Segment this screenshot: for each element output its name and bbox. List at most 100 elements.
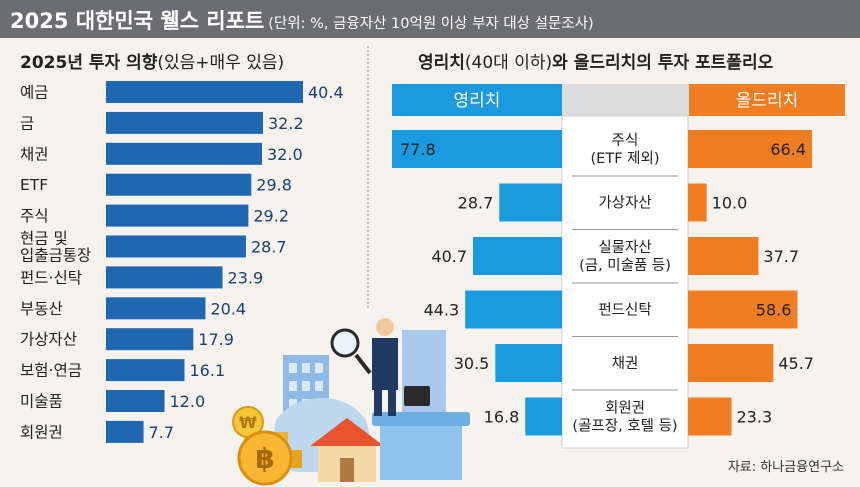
person-body — [372, 338, 398, 390]
bar-6 — [106, 266, 223, 289]
bar-7 — [106, 297, 206, 320]
young-bar-3 — [465, 290, 562, 329]
report-title: 2025 대한민국 웰스 리포트 (단위: %, 금융자산 10억원 이상 부자 … — [10, 5, 594, 35]
young-value-1: 28.7 — [458, 194, 494, 213]
briefcase-icon — [404, 386, 430, 406]
old-value-0: 66.4 — [770, 140, 806, 159]
bar-10 — [106, 390, 165, 412]
old-bar-0 — [688, 130, 812, 168]
center-category-1: 가상자산 — [598, 195, 651, 212]
bar-4 — [106, 204, 249, 227]
person-leg — [374, 388, 382, 416]
magnifier-icon — [330, 328, 360, 358]
bar-3 — [106, 173, 252, 196]
section-divider — [367, 46, 369, 308]
old-value-5: 23.3 — [737, 408, 773, 427]
pedestal-top — [372, 412, 470, 426]
value-label-10: 12.0 — [170, 392, 206, 411]
young-header-label: 영리치 — [454, 91, 501, 111]
old-value-4: 45.7 — [778, 354, 814, 373]
old-bar-2 — [688, 237, 759, 275]
category-label-11: 회원권 — [20, 423, 63, 441]
value-label-5: 28.7 — [251, 238, 287, 257]
house-door — [340, 458, 354, 482]
value-label-4: 29.2 — [253, 207, 289, 226]
header-bar: 2025 대한민국 웰스 리포트 (단위: %, 금융자산 10억원 이상 부자 … — [0, 0, 860, 38]
old-bar-5 — [688, 397, 732, 436]
right-title-young: 영리치 — [418, 53, 465, 73]
center-category-3: 펀드신탁 — [598, 302, 651, 319]
category-label-3: ETF — [20, 176, 48, 194]
young-value-5: 16.8 — [484, 408, 520, 427]
category-label-8: 가상자산 — [20, 331, 77, 349]
value-label-8: 17.9 — [198, 330, 234, 349]
young-value-0: 77.8 — [400, 140, 436, 159]
young-value-2: 40.7 — [431, 247, 467, 266]
report-title-text: 2025 대한민국 웰스 리포트 — [10, 9, 265, 33]
bar-5 — [106, 235, 246, 258]
bar-8 — [106, 328, 194, 351]
young-bar-4 — [495, 344, 562, 382]
young-header-bg — [392, 84, 562, 116]
center-category-0: (ETF 제외) — [591, 150, 660, 167]
bitcoin-icon — [237, 430, 293, 486]
building-window — [289, 381, 297, 391]
report-subtitle: (단위: %, 금융자산 10억원 이상 부자 대상 설문조사) — [268, 16, 594, 32]
left-title-note: (있음+매우 있음) — [157, 53, 285, 73]
building-window — [302, 363, 310, 373]
category-label-10: 미술품 — [20, 393, 63, 411]
old-bar-1 — [688, 183, 707, 222]
old-bar-3 — [688, 290, 798, 329]
center-category-5: 회원권 — [605, 400, 645, 417]
value-label-6: 23.9 — [228, 268, 264, 287]
old-header-label: 올드리치 — [736, 91, 799, 111]
building-right — [402, 330, 446, 420]
building-window — [315, 363, 323, 373]
young-bar-1 — [499, 183, 562, 222]
right-chart-title: 영리치(40대 이하)와 올드리치의 투자 포트폴리오 — [418, 48, 773, 73]
value-label-11: 7.7 — [149, 423, 174, 442]
value-label-9: 16.1 — [190, 361, 226, 380]
value-label-1: 32.2 — [268, 114, 304, 133]
old-value-1: 10.0 — [712, 194, 748, 213]
category-label-1: 금 — [20, 114, 34, 132]
value-label-0: 40.4 — [308, 83, 344, 102]
magnifier-handle — [354, 353, 372, 375]
center-category-4: 채권 — [612, 355, 639, 372]
young-value-4: 30.5 — [454, 354, 490, 373]
building-window — [289, 363, 297, 373]
bar-11 — [106, 420, 144, 443]
building-window — [315, 381, 323, 391]
value-label-3: 29.8 — [256, 176, 292, 195]
bitcoin-glyph: ฿ — [255, 442, 274, 475]
category-label-9: 보험·연금 — [20, 362, 82, 380]
bar-1 — [106, 111, 264, 134]
young-bar-2 — [473, 237, 562, 275]
center-category-2: 실물자산 — [598, 239, 651, 256]
center-category-0: 주식 — [612, 132, 639, 149]
right-title-rest: 와 올드리치의 투자 포트폴리오 — [552, 53, 774, 73]
won-coin-glyph: ₩ — [239, 413, 257, 432]
left-chart-title: 2025년 투자 의향(있음+매우 있음) — [20, 48, 284, 73]
category-label-7: 부동산 — [20, 300, 63, 318]
old-value-2: 37.7 — [763, 247, 799, 266]
center-column — [561, 115, 689, 449]
center-category-2: (금, 미술품 등) — [579, 257, 671, 274]
right-title-note: (40대 이하) — [464, 53, 553, 73]
young-bar-0 — [392, 130, 562, 168]
old-header-bg — [689, 84, 845, 116]
old-value-3: 58.6 — [756, 301, 792, 320]
young-value-3: 44.3 — [424, 301, 460, 320]
category-label-5: 현금 및 — [20, 230, 68, 248]
person-head — [376, 318, 394, 336]
bar-2 — [106, 142, 263, 165]
bar-9 — [106, 359, 185, 382]
source-note: 자료: 하나금융연구소 — [727, 460, 844, 475]
center-header-bg — [562, 84, 689, 116]
center-category-5: (골프장, 호텔 등) — [572, 418, 677, 435]
category-label-6: 펀드·신탁 — [20, 269, 82, 287]
category-label-0: 예금 — [20, 84, 49, 102]
